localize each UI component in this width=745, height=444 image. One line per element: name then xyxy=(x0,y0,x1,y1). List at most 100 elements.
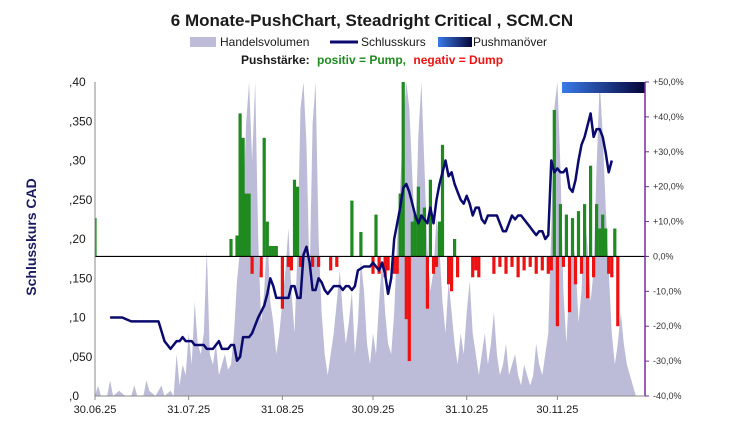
push-bar xyxy=(453,239,457,257)
y2-tick-label: +40,0% xyxy=(653,112,684,122)
y2-tick-label: -10,0% xyxy=(653,286,682,296)
push-bar xyxy=(410,221,414,257)
push-bar xyxy=(471,256,475,278)
push-bar xyxy=(295,186,300,257)
push-bar xyxy=(238,113,242,257)
push-bar xyxy=(555,256,559,327)
push-bar xyxy=(229,239,233,257)
y-tick-label: ,40 xyxy=(69,75,86,89)
push-bar xyxy=(570,218,575,257)
push-bar xyxy=(604,228,608,257)
push-bar xyxy=(450,256,454,292)
push-bar xyxy=(298,256,303,267)
x-tick-label: 31.08.25 xyxy=(261,404,304,416)
push-bar xyxy=(561,256,565,267)
push-maneuver-marker xyxy=(562,82,645,93)
push-bar xyxy=(492,256,496,274)
push-bar xyxy=(383,256,387,278)
close-line xyxy=(110,112,614,362)
x-tick-label: 31.10.25 xyxy=(445,404,488,416)
y-tick-label: ,10 xyxy=(69,311,86,325)
push-bar xyxy=(241,137,245,257)
y2-tick-label: -30,0% xyxy=(653,356,682,366)
legend-close-label: Schlusskurs xyxy=(361,35,426,49)
x-tick-label: 30.06.25 xyxy=(74,404,117,416)
push-bar xyxy=(558,204,562,257)
push-bar xyxy=(289,256,293,271)
push-bar xyxy=(425,256,429,309)
push-bar xyxy=(95,218,97,257)
push-bar xyxy=(456,256,460,278)
push-bar xyxy=(434,256,439,267)
x-tick-label: 30.11.25 xyxy=(536,404,578,416)
push-bar xyxy=(440,144,445,257)
y-tick-label: ,30 xyxy=(69,154,86,168)
push-bar xyxy=(522,256,526,271)
push-bar xyxy=(613,228,617,257)
push-bar xyxy=(534,256,538,274)
push-bar xyxy=(244,193,248,257)
push-bar xyxy=(447,256,451,285)
x-tick-label: 30.09.25 xyxy=(352,404,395,416)
push-bar xyxy=(392,256,396,274)
push-bar xyxy=(567,256,572,313)
push-bar xyxy=(350,200,354,257)
push-bar xyxy=(573,256,578,285)
push-bar xyxy=(552,109,556,257)
volume-area xyxy=(95,82,636,396)
push-bar xyxy=(286,256,290,267)
push-bar xyxy=(595,204,599,257)
push-bar xyxy=(329,256,333,271)
legend: Handelsvolumen Schlusskurs Pushmanöver xyxy=(190,35,547,49)
push-bar xyxy=(586,256,590,299)
push-bar xyxy=(311,256,315,267)
push-bar xyxy=(419,214,423,257)
y2-tick-label: +30,0% xyxy=(653,147,684,157)
push-bar xyxy=(474,256,478,271)
y2-tick-label: +50,0% xyxy=(653,77,684,87)
x-tick-label: 31.07.25 xyxy=(167,404,210,416)
push-bar xyxy=(271,246,275,257)
push-positive: positiv = Pump, xyxy=(317,53,406,67)
push-bar xyxy=(371,256,375,274)
y-tick-label: ,250 xyxy=(69,193,93,207)
push-bar xyxy=(274,246,278,257)
push-bar xyxy=(431,256,436,274)
y-tick-label: ,150 xyxy=(69,271,93,285)
push-bar xyxy=(546,256,550,274)
push-bar xyxy=(259,256,263,278)
push-bar xyxy=(422,207,426,257)
push-bar xyxy=(601,214,605,257)
push-bar xyxy=(516,256,520,278)
push-bar xyxy=(589,165,593,257)
push-bar xyxy=(404,256,408,320)
legend-push-label: Pushmanöver xyxy=(473,35,547,49)
push-bar xyxy=(498,256,502,267)
push-bar xyxy=(280,256,284,309)
push-bar xyxy=(540,256,544,271)
y-tick-label: ,20 xyxy=(69,232,86,246)
push-bar xyxy=(377,256,381,274)
push-bar xyxy=(598,228,602,257)
push-bar xyxy=(592,256,596,278)
push-bar xyxy=(477,256,481,278)
push-bar xyxy=(292,179,297,257)
push-bar xyxy=(428,179,432,257)
push-bar xyxy=(549,256,553,271)
chart-title: 6 Monate-PushChart, Steadright Critical … xyxy=(171,11,573,30)
push-bar xyxy=(235,235,239,257)
push-strength-label: Pushstärke: positiv = Pump, negativ = Du… xyxy=(241,53,503,67)
push-bar xyxy=(504,256,508,274)
push-bar xyxy=(437,221,442,257)
y-tick-label: ,0 xyxy=(69,389,79,403)
push-prefix: Pushstärke: xyxy=(241,53,310,67)
legend-volume-label: Handelsvolumen xyxy=(220,35,309,49)
push-bar xyxy=(335,256,339,267)
y2-tick-label: -20,0% xyxy=(653,321,682,331)
push-bar xyxy=(610,256,614,278)
push-bar xyxy=(247,193,251,257)
y-axis-label: Schlusskurs CAD xyxy=(23,178,39,295)
push-bar xyxy=(398,193,402,257)
push-bar xyxy=(374,214,378,257)
